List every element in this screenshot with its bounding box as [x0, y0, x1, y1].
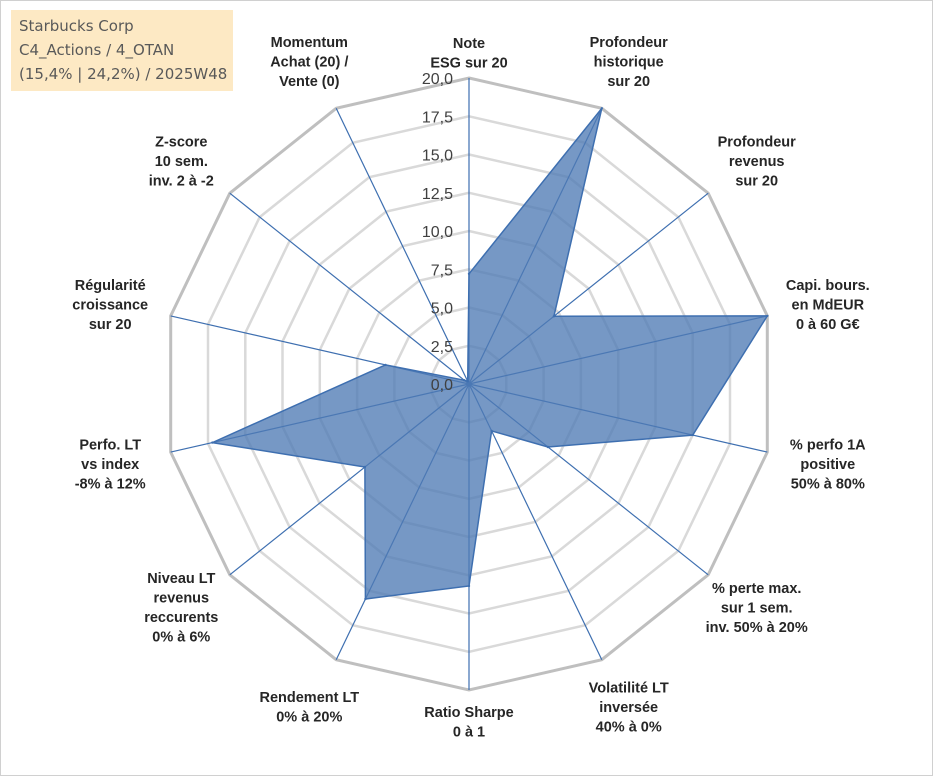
axis-label: inv. 50% à 20%	[706, 620, 808, 636]
axis-label: 0% à 20%	[276, 710, 342, 726]
data-point	[364, 597, 367, 601]
data-point	[384, 363, 387, 367]
data-point	[552, 315, 556, 318]
axis-label: Vente (0)	[279, 74, 340, 90]
tick-label: 10,0	[422, 224, 453, 241]
axis-label: en MdEUR	[792, 298, 865, 314]
axis-label: vs index	[81, 457, 139, 473]
axis-label: 40% à 0%	[596, 719, 662, 735]
data-point	[467, 584, 471, 588]
axis-spoke	[335, 108, 470, 385]
axis-label: Perfo. LT	[79, 437, 141, 453]
axis-label: Capi. bours.	[786, 278, 870, 294]
axis-label: ESG sur 20	[430, 56, 507, 72]
data-point	[490, 429, 493, 433]
axis-label: historique	[594, 55, 664, 71]
title-company: Starbucks Corp	[19, 17, 134, 35]
axis-label: Ratio Sharpe	[424, 705, 513, 721]
title-performance: (15,4% | 24,2%) / 2025W48	[19, 65, 228, 83]
data-point	[600, 107, 603, 110]
data-point	[211, 441, 214, 444]
axis-label: revenus	[729, 154, 785, 170]
tick-label: 7,5	[431, 262, 453, 279]
tick-label: 0,0	[431, 377, 453, 394]
axis-label: Z-score	[155, 135, 207, 151]
data-point	[546, 445, 550, 449]
data-series-area	[209, 107, 769, 600]
axis-label: sur 20	[89, 317, 132, 333]
axis-label: Niveau LT	[147, 571, 215, 587]
axis-label: 0% à 6%	[152, 630, 210, 646]
axis-label: % perte max.	[712, 581, 801, 597]
data-point	[466, 380, 469, 383]
axis-label: % perfo 1A	[790, 437, 866, 453]
title-category: C4_Actions / 4_OTAN	[19, 41, 175, 59]
axis-label: inversée	[599, 700, 658, 716]
axis-label: sur 1 sem.	[721, 601, 793, 617]
axis-label: revenus	[153, 591, 209, 607]
axis-label: -8% à 12%	[75, 476, 146, 492]
axis-label: croissance	[72, 298, 148, 314]
axis-label: 0 à 1	[453, 725, 485, 741]
axis-label: Profondeur	[718, 135, 796, 151]
axis-label: 10 sem.	[155, 154, 208, 170]
axis-label: positive	[800, 457, 855, 473]
tick-label: 15,0	[422, 148, 453, 165]
data-point	[691, 433, 694, 437]
tick-label: 20,0	[422, 71, 453, 88]
data-point	[467, 272, 471, 275]
data-point	[363, 465, 367, 469]
axis-label: sur 20	[735, 174, 778, 190]
axis-label: Volatilité LT	[589, 680, 669, 696]
axis-spoke	[229, 192, 470, 385]
axis-label: Régularité	[75, 278, 146, 294]
axis-label: 0 à 60 G€	[796, 317, 860, 333]
data-point	[766, 314, 769, 318]
tick-label: 5,0	[431, 301, 453, 318]
tick-label: 17,5	[422, 109, 453, 126]
tick-label: 12,5	[422, 186, 453, 203]
axis-label: Rendement LT	[259, 690, 359, 706]
axis-label: reccurents	[144, 610, 218, 626]
axis-label: Achat (20) /	[270, 55, 348, 71]
axis-label: Momentum	[271, 35, 348, 51]
chart-title-box: Starbucks Corp C4_Actions / 4_OTAN (15,4…	[11, 10, 233, 91]
axis-label: Note	[453, 36, 485, 52]
data-point	[463, 379, 466, 382]
axis-label: inv. 2 à -2	[149, 174, 214, 190]
axis-label: sur 20	[607, 74, 650, 90]
tick-label: 2,5	[431, 339, 453, 356]
axis-label: Profondeur	[590, 35, 668, 51]
axis-label: 50% à 80%	[791, 476, 865, 492]
